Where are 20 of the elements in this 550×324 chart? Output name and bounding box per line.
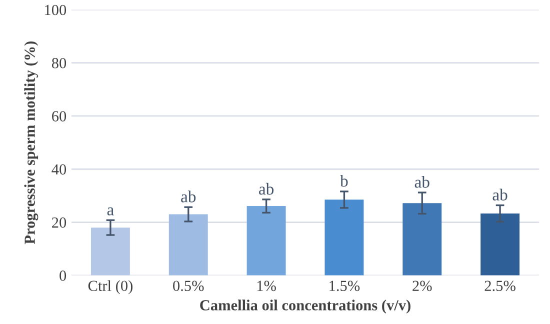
y-tick-label: 0 — [60, 270, 66, 281]
x-tick-label: 0.5% — [173, 280, 204, 292]
y-tick-label: 20 — [52, 217, 66, 228]
y-tick-label: 60 — [52, 111, 66, 122]
x-tick-label: 1.5% — [330, 280, 360, 292]
y-axis-title: Progressive sperm motility (%) — [24, 41, 38, 244]
y-tick-label: 80 — [52, 58, 66, 68]
x-axis-title: Camellia oil concentrations (v/v) — [200, 300, 410, 314]
annotation: a — [107, 207, 114, 216]
x-tick-label: 2.5% — [484, 280, 516, 292]
annotation: ab — [414, 176, 430, 188]
annotation: ab — [181, 190, 196, 202]
x-tick-label: Ctrl (0) — [88, 280, 132, 294]
y-tick-label: 40 — [52, 164, 66, 175]
x-tick-label: 1% — [257, 280, 276, 292]
annotation: ab — [259, 182, 274, 195]
annotation: b — [340, 174, 348, 187]
x-tick-label: 2% — [412, 280, 432, 292]
annotation: ab — [492, 188, 508, 200]
y-tick-label: 100 — [45, 4, 66, 16]
